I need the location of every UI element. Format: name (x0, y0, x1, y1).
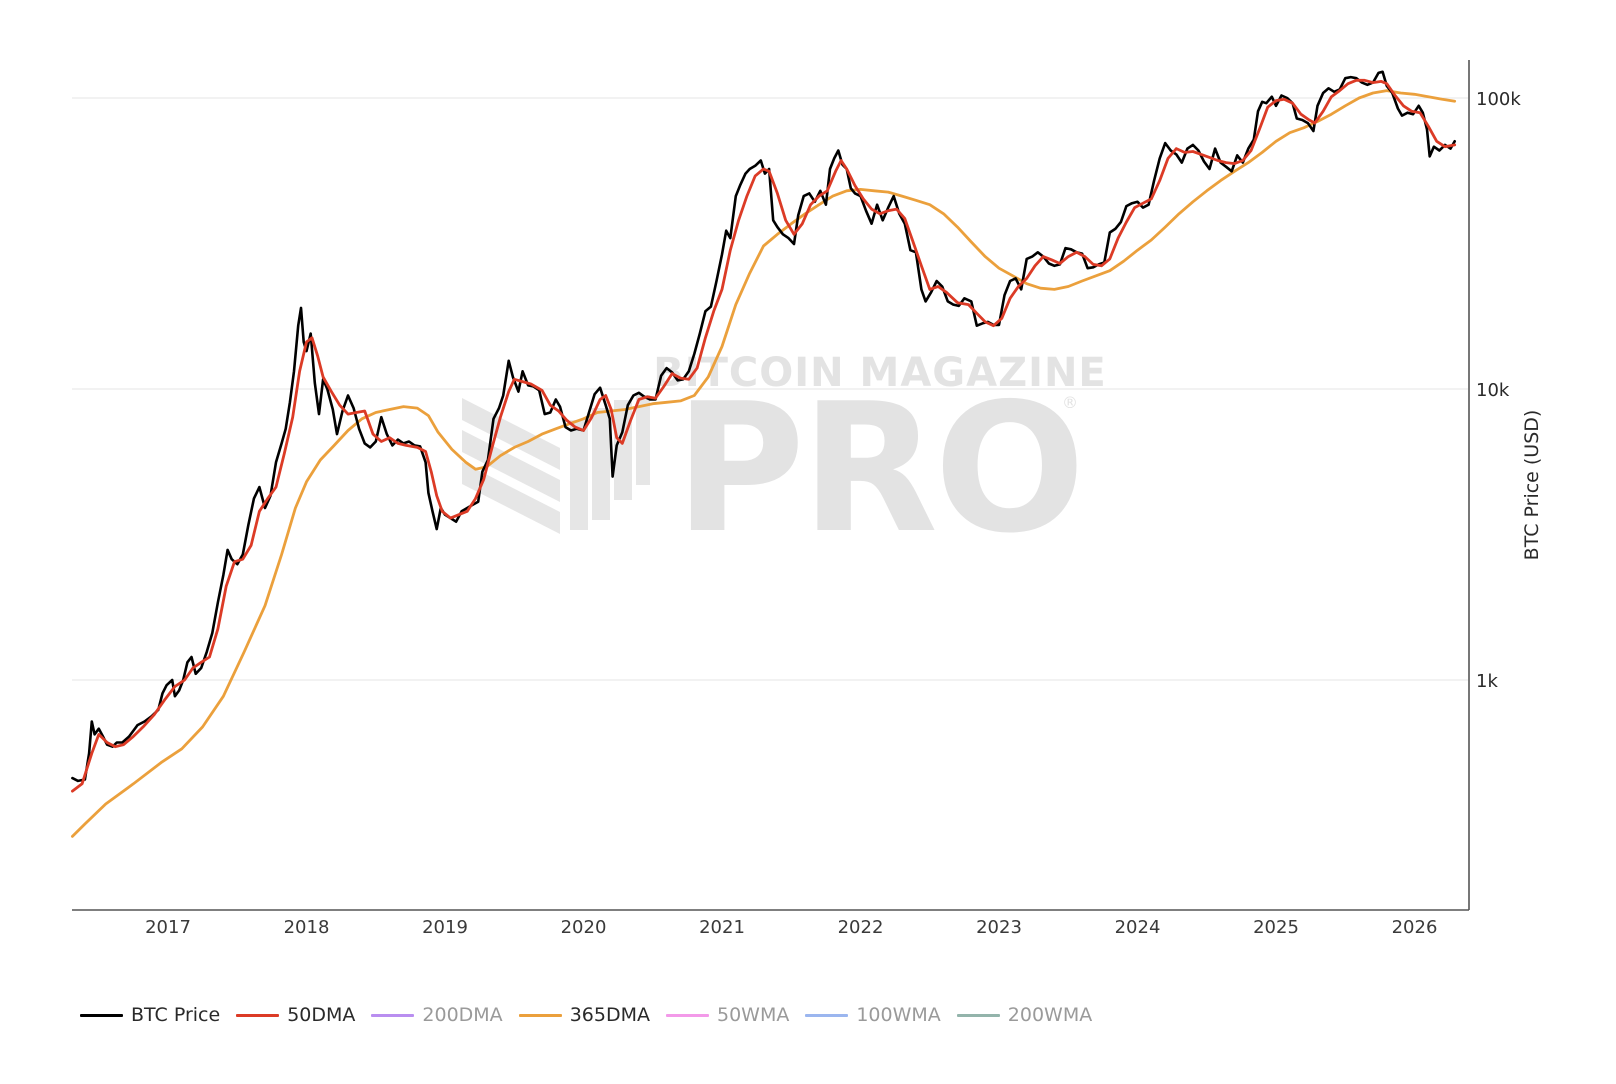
legend-swatch-200dma (371, 1013, 415, 1017)
chart-legend: BTC Price 50DMA 200DMA 365DMA 50WMA 100W… (80, 1004, 1108, 1026)
legend-label: 200DMA (422, 1004, 503, 1026)
y-axis-ticks: 1k 10k 100k (1476, 89, 1521, 692)
legend-item-50dma[interactable]: 50DMA (236, 1004, 355, 1026)
legend-swatch-btc-price (80, 1013, 123, 1017)
legend-item-100wma[interactable]: 100WMA (805, 1004, 941, 1026)
legend-swatch-100wma (805, 1013, 849, 1017)
watermark-text-top: BITCOIN MAGAZINE (653, 350, 1107, 396)
legend-item-200wma[interactable]: 200WMA (956, 1004, 1093, 1026)
y-tick-label: 100k (1476, 89, 1521, 110)
legend-label: 50WMA (716, 1004, 790, 1026)
x-tick-label: 2017 (145, 917, 191, 938)
legend-item-50wma[interactable]: 50WMA (665, 1004, 790, 1026)
series-layer (71, 70, 1457, 838)
x-axis-ticks: 2017 2018 2019 2020 2021 2022 2023 2024 2025 2026 (145, 917, 1437, 938)
legend-label: 50DMA (287, 1004, 356, 1026)
series-line-365dma[interactable] (71, 89, 1457, 838)
x-tick-label: 2026 (1392, 917, 1438, 938)
x-tick-label: 2021 (699, 917, 745, 938)
x-tick-label: 2025 (1253, 917, 1299, 938)
legend-swatch-365dma (518, 1013, 562, 1017)
legend-item-365dma[interactable]: 365DMA (518, 1004, 650, 1026)
legend-label: 100WMA (856, 1004, 941, 1026)
x-tick-label: 2022 (838, 917, 884, 938)
legend-item-200dma[interactable]: 200DMA (371, 1004, 503, 1026)
legend-label: 200WMA (1007, 1004, 1093, 1026)
x-tick-label: 2020 (561, 917, 607, 938)
watermark-text-pro: PRO (675, 365, 1082, 572)
legend-swatch-50wma (665, 1013, 709, 1017)
x-tick-label: 2024 (1115, 917, 1161, 938)
y-axis-title: BTC Price (USD) (1521, 409, 1543, 561)
x-tick-label: 2018 (284, 917, 330, 938)
series-line-50dma[interactable] (71, 78, 1457, 793)
legend-label: 365DMA (569, 1004, 650, 1026)
y-tick-label: 10k (1476, 380, 1510, 401)
x-tick-label: 2023 (976, 917, 1022, 938)
legend-swatch-200wma (956, 1013, 1000, 1017)
y-tick-label: 1k (1476, 671, 1498, 692)
x-tick-label: 2019 (422, 917, 468, 938)
watermark-logo: BITCOIN MAGAZINE PRO ® (462, 350, 1107, 572)
watermark-icon (462, 395, 650, 534)
y-gridlines (72, 97, 1468, 681)
legend-label: BTC Price (131, 1004, 221, 1026)
legend-swatch-50dma (236, 1013, 280, 1017)
watermark-registered: ® (1062, 393, 1078, 412)
legend-item-btc-price[interactable]: BTC Price (80, 1004, 220, 1026)
series-line-btc-price[interactable] (71, 70, 1456, 783)
